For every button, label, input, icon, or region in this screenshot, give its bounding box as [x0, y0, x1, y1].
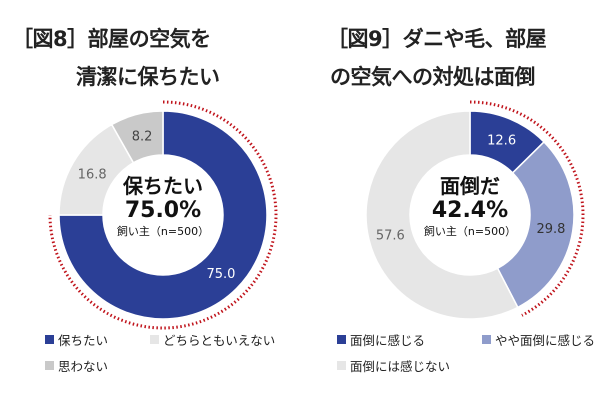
legend-label: 面倒に感じる	[350, 333, 426, 348]
chart8-title-line1: ［図8］部屋の空気を	[12, 27, 211, 51]
legend-label: 面倒には感じない	[350, 359, 451, 374]
chart9-center-label: 面倒だ	[440, 174, 500, 198]
legend-item-troublesome: 面倒に感じる	[337, 330, 425, 349]
chart9-title-line2: の空気への対処は面倒	[330, 65, 536, 89]
legend-swatch	[482, 335, 491, 344]
legend-label: 思わない	[58, 359, 109, 374]
legend-swatch	[150, 335, 159, 344]
chart8-slice-0	[58, 110, 268, 320]
legend-swatch	[45, 335, 54, 344]
chart9-highlight-arc	[469, 100, 585, 317]
legend-item-not-troublesome: 面倒には感じない	[337, 356, 450, 375]
legend-item-keep: 保ちたい	[45, 330, 108, 349]
chart8-center: 保ちたい 75.0% 飼い主（n=500）	[103, 174, 223, 240]
chart9-center: 面倒だ 42.4% 飼い主（n=500）	[410, 174, 530, 240]
chart9-center-note: 飼い主（n=500）	[423, 225, 517, 238]
legend-swatch	[45, 361, 54, 370]
chart8-data-label-2: 8.2	[132, 130, 153, 145]
legend-item-neutral: どちらともいえない	[150, 330, 275, 349]
chart8-slice-2	[110, 110, 164, 164]
chart9-data-label-2: 57.6	[376, 228, 405, 243]
chart8-data-label-0: 75.0	[207, 267, 236, 282]
legend-swatch	[337, 361, 346, 370]
legend-label: どちらともいえない	[163, 333, 276, 348]
chart9-data-label-1: 29.8	[537, 222, 566, 237]
legend-item-somewhat: やや面倒に感じる	[482, 330, 595, 349]
chart8-center-note: 飼い主（n=500）	[116, 225, 210, 238]
legend-item-no: 思わない	[45, 356, 108, 375]
legend-swatch	[337, 335, 346, 344]
chart8-center-label: 保ちたい	[123, 174, 203, 198]
chart8-highlight-arc	[48, 100, 278, 330]
legend-label: 保ちたい	[58, 333, 109, 348]
chart9-data-label-0: 12.6	[487, 133, 516, 148]
chart8-data-label-1: 16.8	[78, 168, 107, 183]
chart8-center-value: 75.0%	[124, 198, 202, 223]
chart8-title-line2: 清潔に保ちたい	[76, 65, 220, 89]
chart9-slice-2	[365, 110, 519, 320]
chart9-title-line1: ［図9］ダニや毛、部屋	[327, 27, 547, 51]
chart9-center-value: 42.4%	[431, 198, 509, 223]
legend-label: やや面倒に感じる	[495, 333, 596, 348]
chart9-slice-1	[496, 140, 575, 309]
